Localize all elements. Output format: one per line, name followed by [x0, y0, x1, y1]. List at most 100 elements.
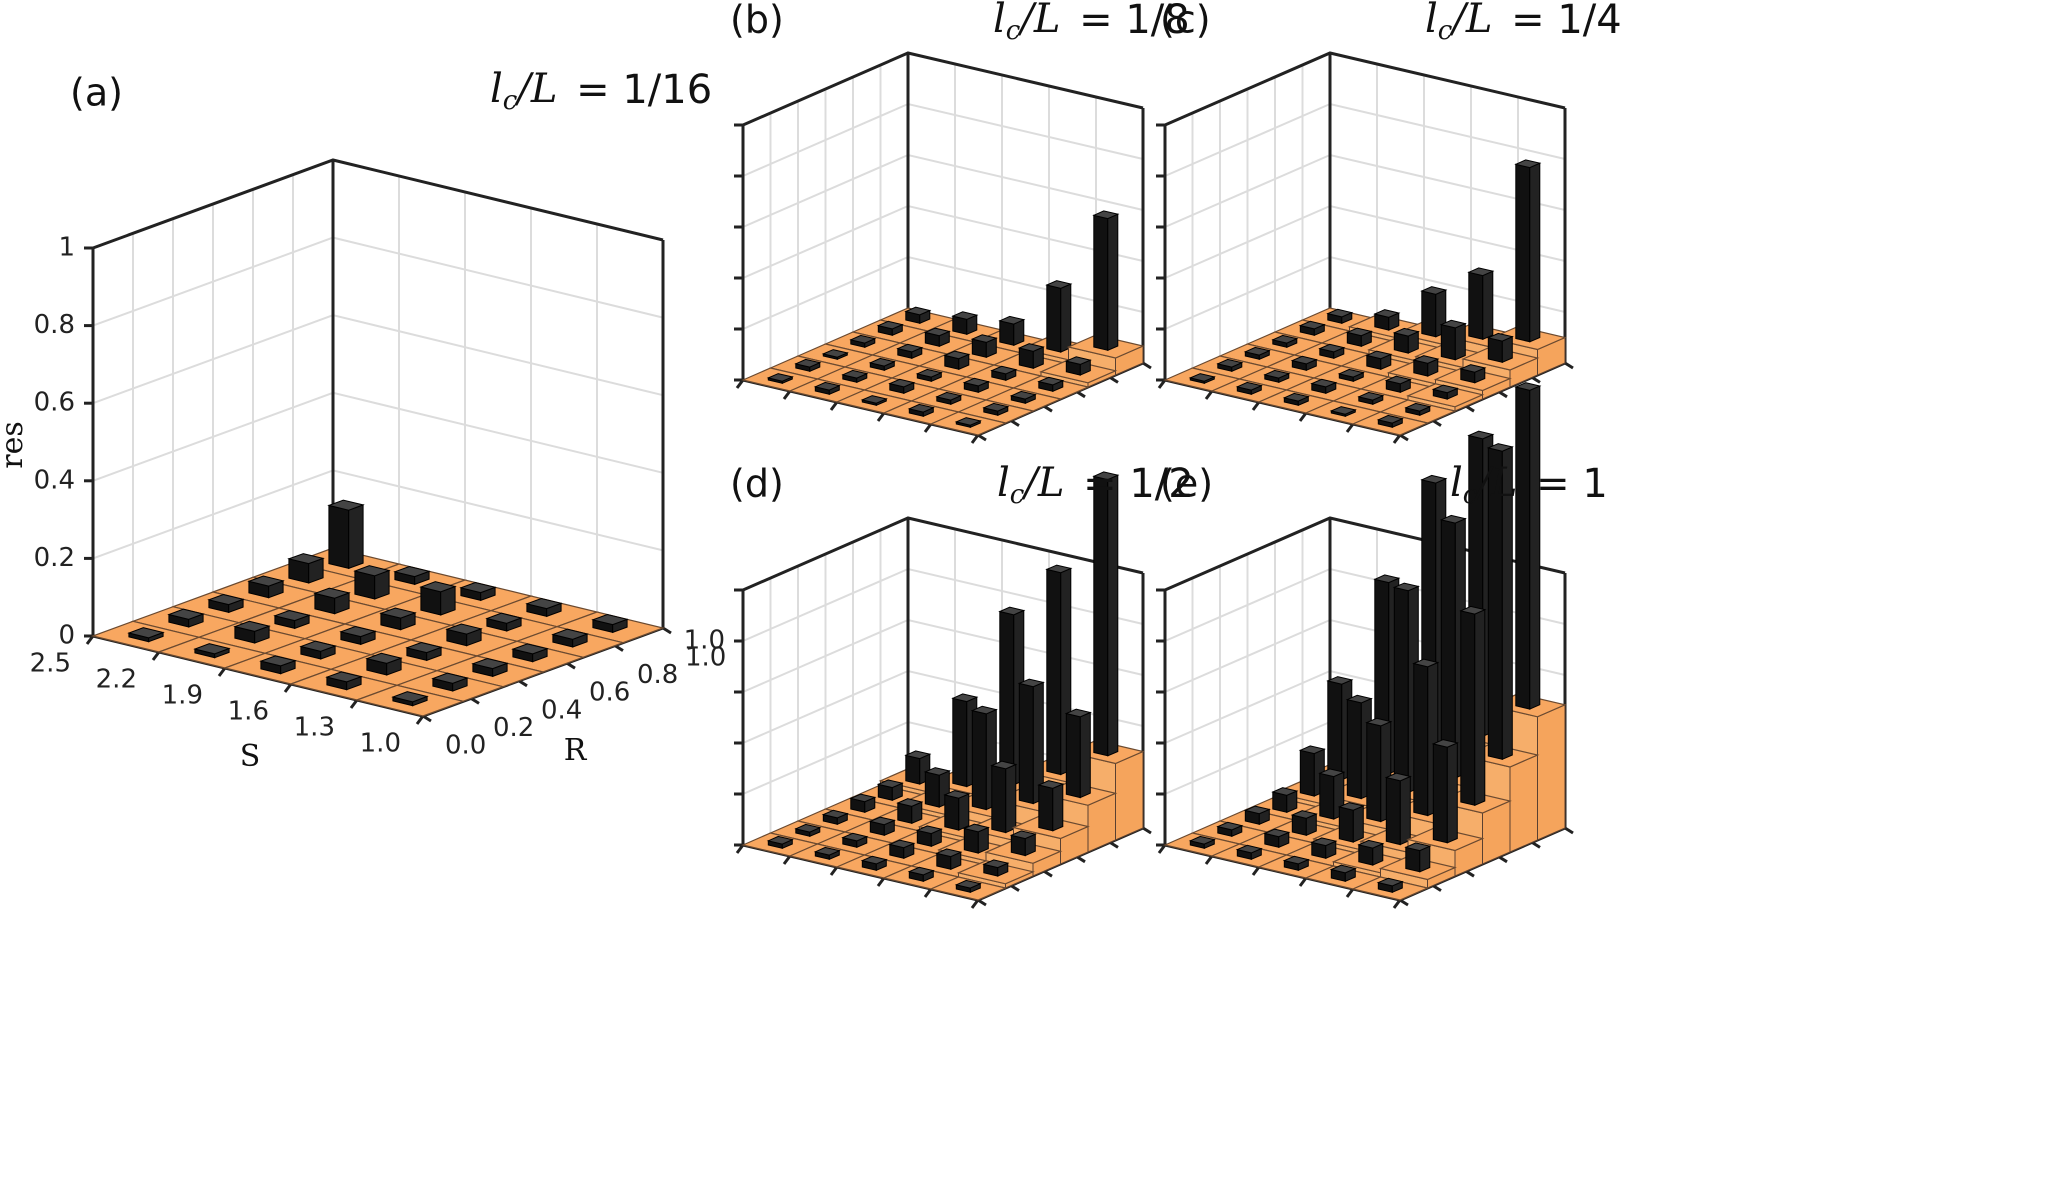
bar-top	[1282, 392, 1310, 402]
bar-front	[1079, 711, 1091, 799]
bar-top	[951, 693, 979, 703]
bar-top	[998, 315, 1026, 325]
bar-top	[1326, 308, 1354, 318]
bar-top	[1271, 787, 1299, 796]
bar-top	[1412, 355, 1440, 364]
bar-top	[1092, 471, 1120, 481]
bar-top	[1420, 286, 1448, 295]
bar-side	[1432, 743, 1448, 844]
bar-top	[849, 793, 877, 803]
bar-top	[551, 628, 589, 640]
bar-top	[1037, 780, 1065, 789]
s-tick	[970, 434, 980, 444]
s-tick	[1251, 401, 1261, 411]
panel-label: (a)	[70, 71, 123, 115]
bar-top	[459, 581, 497, 594]
bar-top	[1310, 837, 1338, 847]
bar-top	[1404, 842, 1432, 852]
bar-top	[1017, 678, 1045, 688]
bar-front	[1052, 783, 1064, 832]
bar-top	[970, 334, 998, 343]
r-tick	[1465, 404, 1475, 413]
r-tick	[1498, 855, 1508, 864]
bar-side	[1421, 290, 1437, 338]
bar-front	[1399, 775, 1411, 846]
bar-top	[1376, 414, 1404, 424]
bar-top	[1009, 830, 1037, 840]
bar-side	[1338, 806, 1354, 843]
bar-side	[944, 794, 960, 831]
bar-top	[1345, 694, 1373, 704]
bar-top	[813, 846, 841, 856]
bar-top	[471, 657, 509, 670]
panel-label: (b)	[730, 0, 784, 42]
z-tick-label: 0.8	[34, 310, 75, 340]
bar-front	[1474, 608, 1486, 807]
bar-top	[1459, 605, 1487, 615]
r-tick	[1432, 884, 1442, 892]
title-sub: c	[1006, 16, 1021, 46]
bar-top	[1263, 369, 1291, 379]
bar-top	[821, 809, 849, 819]
s-tick	[1345, 888, 1355, 898]
bar-side	[991, 764, 1007, 834]
r-tick	[1043, 869, 1053, 878]
bar-top	[982, 402, 1010, 412]
bar-side	[971, 709, 987, 811]
bar-top	[419, 581, 457, 593]
s-tick	[217, 667, 227, 677]
panel-c: (c) lc/L = 1/4	[1156, 0, 1622, 444]
bar-top	[876, 320, 904, 330]
floor-block-front	[1509, 754, 1538, 853]
z-tick-label: 0.6	[34, 388, 75, 418]
bar-side	[1515, 386, 1531, 710]
bar-top	[860, 855, 888, 865]
s-tick-label: 1.9	[162, 681, 203, 711]
floor-block-front	[1115, 750, 1144, 841]
title-lhs: l	[1425, 0, 1438, 42]
s-tick	[283, 683, 293, 693]
bar-top	[1357, 839, 1385, 849]
bar-side	[963, 827, 979, 854]
title-lhs: l	[1450, 460, 1463, 506]
bar-top	[1345, 327, 1373, 337]
title-sub: c	[1438, 16, 1453, 46]
s-tick	[876, 877, 886, 887]
bar-top	[1310, 378, 1338, 388]
title-lhs: l	[993, 0, 1006, 42]
bar-top	[1337, 368, 1365, 378]
s-tick	[415, 715, 425, 725]
bar-front	[1529, 162, 1541, 343]
r-axis-label: R	[564, 733, 588, 768]
panel-label: (d)	[730, 462, 784, 506]
bar-top	[1188, 835, 1216, 845]
bar-front	[1107, 474, 1119, 757]
panel-title: lc/L = 1/4	[1425, 0, 1622, 46]
bar-top	[1376, 877, 1404, 887]
bar-top	[1412, 658, 1440, 668]
z-tick-label: 0.4	[34, 465, 75, 495]
s-tick	[85, 635, 95, 645]
bar-top	[327, 499, 365, 511]
bar-top	[1486, 443, 1514, 452]
bar-top	[1431, 384, 1459, 394]
bar-top	[1298, 320, 1326, 330]
bar-side	[1038, 784, 1054, 832]
bar-top	[990, 365, 1018, 375]
z-tick-label: 0.2	[34, 543, 75, 573]
s-tick	[1157, 379, 1167, 389]
s-tick	[876, 412, 886, 422]
bar-side	[1299, 749, 1315, 797]
bar-top	[1045, 564, 1073, 574]
bar-top	[273, 609, 311, 622]
bar-top	[1318, 768, 1346, 778]
bar-top	[868, 357, 896, 367]
bar-top	[1290, 355, 1318, 365]
bar-top	[525, 597, 563, 610]
top-edge	[742, 516, 1144, 592]
panel-title: lc/L = 1/8	[993, 0, 1190, 46]
panel-e: (e) lc/L = 1	[1156, 382, 1608, 909]
bar-front	[1107, 213, 1119, 352]
bar-top	[923, 327, 951, 337]
bar-top	[1404, 402, 1432, 412]
